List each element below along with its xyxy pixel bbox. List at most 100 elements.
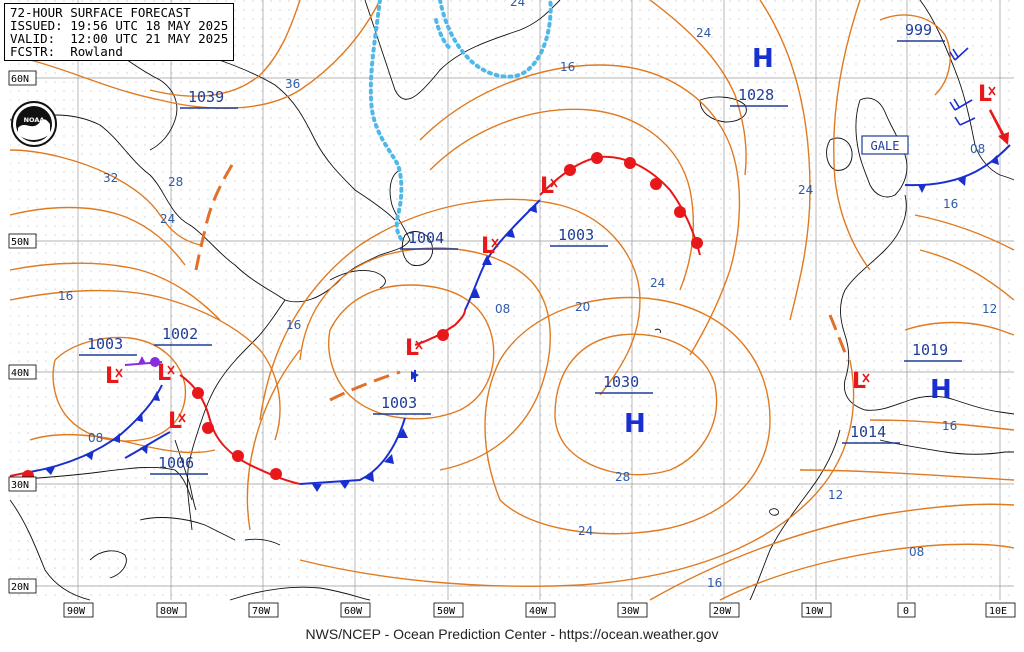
coast-ireland	[826, 137, 853, 171]
isobar-label: 24	[510, 0, 525, 9]
isobar-curve	[914, 214, 1015, 251]
isobar-label: 16	[286, 318, 301, 332]
issued-time: ISSUED: 19:56 UTC 18 MAY 2025	[10, 18, 229, 33]
pressure-labels: 1039 1004 1003 1028 999 1003 1002 1003 1…	[87, 21, 948, 472]
coast-florida	[174, 439, 197, 511]
low-centers: L L L L L L L L	[105, 82, 992, 434]
coast-south-america	[229, 586, 371, 601]
lon-label: 0	[903, 606, 909, 617]
pressure-label: 1003	[381, 394, 417, 412]
coast-iceland	[699, 96, 747, 123]
pressure-label: 1002	[162, 325, 198, 343]
gale-box	[861, 135, 909, 155]
low-symbol: L	[405, 336, 419, 361]
isobar-curve	[9, 149, 201, 246]
isobar-curve	[484, 296, 771, 535]
isobar-curve	[869, 419, 1015, 431]
low-x-marks	[115, 86, 996, 423]
isobar-label: 08	[909, 545, 924, 559]
coast-us-east	[187, 299, 286, 531]
pressure-underlines	[79, 40, 962, 475]
low-symbol: L	[978, 82, 992, 107]
isobar-curve	[9, 206, 186, 266]
noaa-logo-text: NOAA	[24, 116, 45, 124]
isobar-label: 32	[103, 171, 118, 185]
troughs	[194, 164, 850, 402]
coast-france-iberia	[840, 194, 1015, 415]
pressure-label: 1030	[603, 373, 639, 391]
isobar-curve	[904, 321, 1015, 336]
isobar-curve	[919, 249, 1015, 301]
ice-edge-line	[434, 18, 454, 52]
isobar-label: 12	[828, 488, 843, 502]
lon-label: 30W	[621, 606, 640, 617]
low-symbol: L	[852, 369, 866, 394]
pressure-label: 1003	[558, 226, 594, 244]
isobar-curve	[149, 0, 301, 97]
coast-nova-scotia	[329, 269, 386, 289]
coast-greenland	[364, 0, 561, 100]
forecast-info-box: 72-HOUR SURFACE FORECAST ISSUED: 19:56 UT…	[4, 3, 235, 61]
lon-label: 50W	[437, 606, 456, 617]
high-symbol: H	[752, 44, 774, 74]
isobar-label: 24	[160, 212, 175, 226]
lon-label: 90W	[67, 606, 86, 617]
warm-front-semicircles	[22, 152, 703, 482]
cold-front-line	[904, 144, 1011, 187]
pressure-label: 1019	[912, 341, 948, 359]
pressure-label: 1003	[87, 335, 123, 353]
isobar-curve	[879, 14, 951, 96]
wind-barbs	[949, 47, 976, 126]
isobar-label: 36	[285, 77, 300, 91]
isobar-label: 08	[495, 302, 510, 316]
isobar-curve	[29, 433, 216, 454]
sea-ice-edge	[368, 0, 553, 242]
cold-front-triangles	[45, 155, 999, 492]
isobar-curve	[649, 503, 1015, 601]
high-centers: H H H	[624, 44, 952, 439]
lat-label: 50N	[11, 237, 29, 248]
lon-label: 80W	[160, 606, 179, 617]
pressure-label: 1006	[158, 454, 194, 472]
ice-edge-line	[438, 0, 553, 79]
trough-line	[828, 314, 850, 361]
isobar-curve	[799, 469, 1015, 481]
isobar-label: 08	[970, 142, 985, 156]
isobar-curve	[419, 64, 741, 356]
latitude-labels: 60N 50N 40N 30N 20N	[8, 70, 37, 594]
isobar-label: 08	[88, 431, 103, 445]
lon-label: 10E	[989, 606, 1007, 617]
isobar-curve	[833, 0, 871, 271]
trough-line	[329, 370, 401, 402]
lon-label: 40W	[529, 606, 548, 617]
lon-label: 70W	[252, 606, 271, 617]
lat-label: 60N	[11, 74, 29, 85]
isobar-value-labels: 24 16 24 36 32 28 24 16 16 08 20 24 28 2…	[58, 0, 997, 590]
cold-front-line	[299, 417, 406, 485]
warm-front-line	[414, 309, 466, 346]
coastlines	[9, 0, 1015, 601]
isobar-curve	[9, 289, 281, 441]
isobar-curve	[759, 0, 811, 321]
lon-label: 20W	[713, 606, 732, 617]
occluded-front	[124, 356, 163, 367]
isobar-curve	[299, 247, 551, 471]
longitude-labels: 90W 80W 70W 60W 50W 40W 30W 20W 10W 0 10…	[63, 602, 1016, 618]
cold-front-line	[464, 199, 541, 311]
low-symbol: L	[157, 361, 171, 386]
isobar-label: 28	[168, 175, 183, 189]
low-symbol: L	[105, 364, 119, 389]
lon-label: 60W	[344, 606, 363, 617]
noaa-logo: NOAA	[11, 101, 57, 147]
footer-credit: NWS/NCEP - Ocean Prediction Center - htt…	[305, 626, 719, 642]
trough-line	[194, 164, 234, 271]
isobar-curve	[9, 262, 221, 321]
coast-canary	[769, 508, 779, 516]
coast-british-isles	[855, 97, 908, 198]
valid-time: VALID: 12:00 UTC 21 MAY 2025	[10, 31, 229, 46]
motion-arrow	[988, 109, 1009, 145]
low-symbol: L	[540, 174, 554, 199]
isobar-curve	[719, 543, 1015, 601]
coast-newfoundland	[401, 231, 433, 266]
isobar-curve	[246, 349, 855, 587]
